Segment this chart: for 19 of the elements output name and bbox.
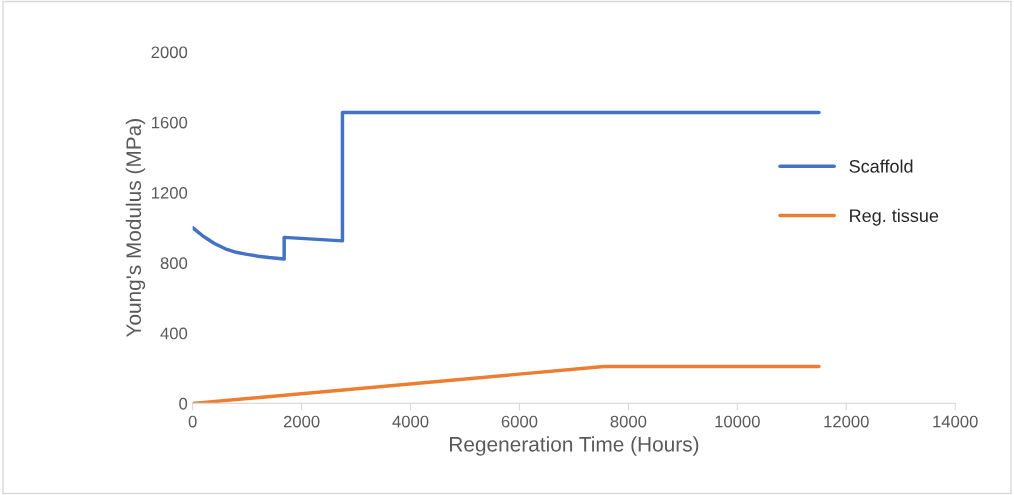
x-tick-label: 12000 bbox=[824, 415, 869, 428]
y-axis-title: Young's Modulus (MPa) bbox=[125, 119, 146, 338]
y-tick-label: 400 bbox=[160, 327, 188, 340]
x-tick-label: 4000 bbox=[392, 415, 429, 428]
legend-label: Reg. tissue bbox=[850, 208, 939, 226]
line-series bbox=[192, 110, 821, 261]
x-tick-label: 2000 bbox=[283, 415, 320, 428]
y-tick-label: 1600 bbox=[152, 116, 188, 129]
x-tick-label: 10000 bbox=[715, 415, 760, 428]
y-tick-label: 0 bbox=[179, 397, 188, 410]
x-tick-label: 0 bbox=[188, 415, 197, 428]
y-tick-label: 800 bbox=[160, 257, 188, 270]
x-tick-label: 8000 bbox=[610, 415, 647, 428]
legend-label: Scaffold bbox=[849, 159, 913, 173]
y-tick-label: 1200 bbox=[152, 186, 188, 199]
x-axis-title: Regeneration Time (Hours) bbox=[450, 436, 699, 456]
y-tick-label: 2000 bbox=[151, 46, 188, 59]
x-tick-label: 6000 bbox=[501, 415, 538, 428]
x-tick-label: 14000 bbox=[933, 415, 978, 428]
